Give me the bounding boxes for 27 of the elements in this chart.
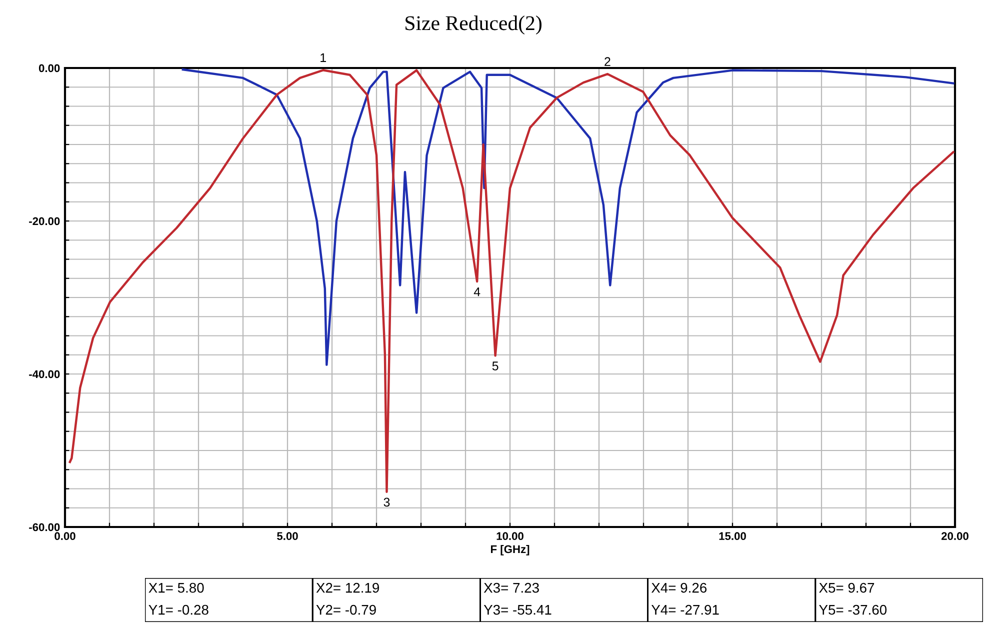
text: X5= 9.67 xyxy=(819,582,874,593)
x-tick-label: 10.00 xyxy=(496,532,524,540)
y-tick-label: -60.00 xyxy=(29,523,60,532)
text: Y2= -0.79 xyxy=(316,604,376,615)
text: X1= 5.80 xyxy=(148,582,204,593)
annotation: 2 xyxy=(604,57,610,66)
text: Y3= -55.41 xyxy=(484,604,552,615)
x-tick-label: 20.00 xyxy=(941,532,968,540)
text: Y1= -0.28 xyxy=(148,604,208,615)
annotation: 5 xyxy=(492,362,498,370)
chart-title: Size Reduced(2) xyxy=(406,16,542,34)
y-tick-label: 0.00 xyxy=(38,64,60,72)
text: Y4= -27.91 xyxy=(651,604,719,615)
text: X2= 12.19 xyxy=(316,582,380,593)
annotation: 3 xyxy=(384,498,390,507)
text: Y5= -37.60 xyxy=(819,604,887,615)
text: X3= 7.23 xyxy=(484,582,539,593)
x-tick-label: 5.00 xyxy=(277,532,298,540)
annotation: 4 xyxy=(474,288,480,296)
text: X4= 9.26 xyxy=(651,582,707,593)
line-series xyxy=(68,69,954,493)
y-tick-label: -40.00 xyxy=(29,370,60,378)
annotation: 1 xyxy=(320,53,326,62)
x-tick-label: 0.00 xyxy=(54,532,76,540)
x-tick-label: 15.00 xyxy=(719,532,746,540)
y-tick-label: -20.00 xyxy=(29,217,60,226)
x-axis-title: F [GHz] xyxy=(490,544,530,556)
